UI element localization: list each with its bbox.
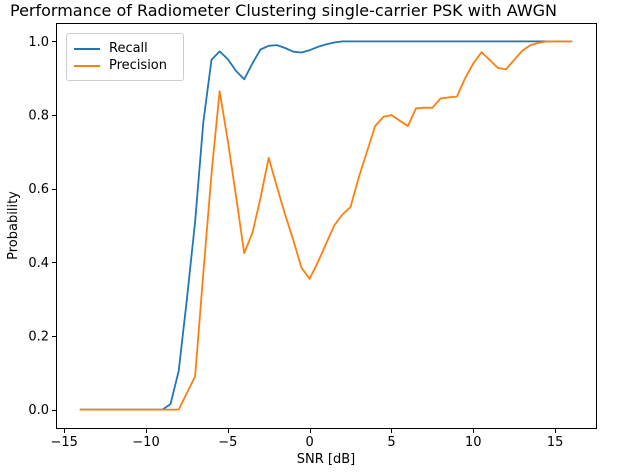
x-tick-label: 5 [387,435,395,450]
y-tick-label: 0.0 [28,403,49,418]
x-axis-label: SNR [dB] [297,452,355,467]
legend-entry-recall: Recall [74,42,176,55]
axes-spines [56,23,597,429]
y-tick-label: 0.8 [28,109,49,124]
y-axis-label: Probability [6,191,21,260]
legend-entry-precision: Precision [74,59,176,72]
x-tick-label: −10 [132,435,159,450]
legend-label-recall: Recall [109,41,148,56]
y-tick-label: 1.0 [28,35,49,50]
y-tick-label: 0.6 [28,182,49,197]
chart-title: Performance of Radiometer Clustering sin… [10,1,558,20]
precision-line-swatch [74,64,100,67]
legend-label-precision: Precision [109,58,168,73]
recall-line [79,40,573,411]
x-tick-label: 15 [547,435,564,450]
precision-line [79,40,573,411]
x-tick-label: −5 [218,435,237,450]
y-tick-label: 0.4 [28,256,49,271]
recall-line-swatch [74,47,100,50]
x-tick-label: −15 [50,435,77,450]
y-tick-label: 0.2 [28,329,49,344]
x-tick-label: 10 [465,435,482,450]
legend: Recall Precision [66,33,184,81]
x-tick-label: 0 [305,435,313,450]
